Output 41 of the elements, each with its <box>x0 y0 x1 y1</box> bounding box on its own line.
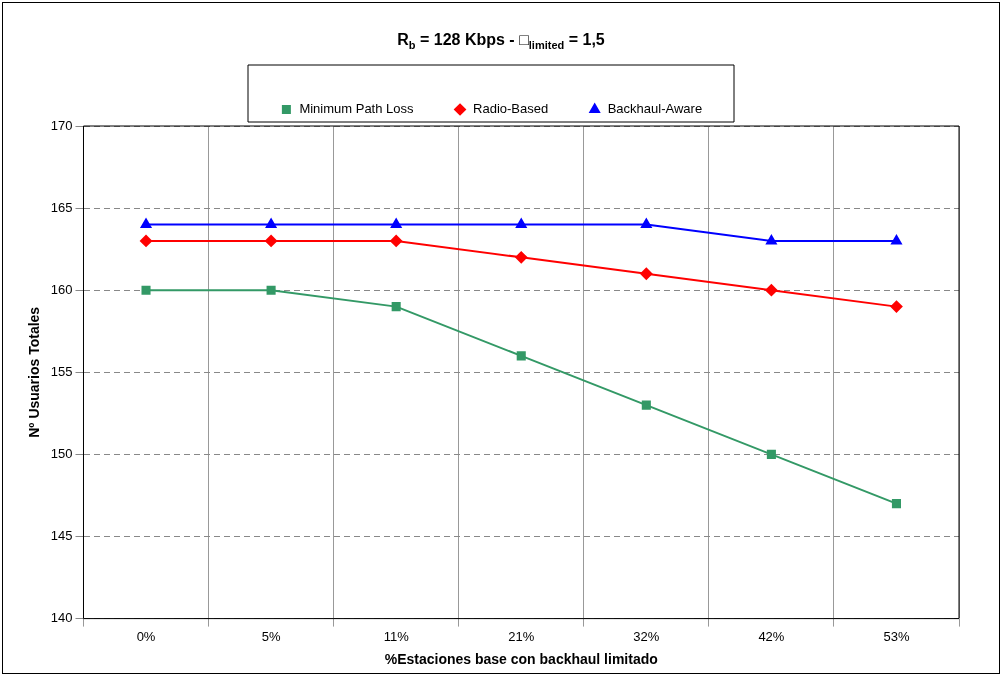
x-tick-label: 11% <box>383 628 410 644</box>
x-tick-label: 32% <box>633 628 660 644</box>
point <box>515 251 528 264</box>
point <box>891 234 902 245</box>
y-tick-label: 160 <box>50 281 73 297</box>
point <box>515 218 527 229</box>
point <box>891 499 901 509</box>
legend-label: Minimum Path Loss <box>299 101 415 117</box>
point <box>641 400 651 410</box>
point <box>141 285 151 295</box>
point <box>140 234 153 247</box>
point <box>390 234 403 247</box>
point <box>390 218 402 229</box>
x-tick-label: 0% <box>136 628 156 644</box>
y-tick-label: 145 <box>50 528 73 544</box>
y-tick-label: 150 <box>50 445 73 461</box>
point <box>265 234 278 247</box>
x-tick-label: 53% <box>883 628 910 644</box>
point <box>265 218 277 229</box>
legend-label: Radio-Based <box>473 101 549 117</box>
point <box>640 218 652 229</box>
x-tick-label: 42% <box>758 628 785 644</box>
point <box>391 302 401 312</box>
x-tick-label: 5% <box>261 628 281 644</box>
y-axis-title: Nº Usuarios Totales <box>26 306 43 438</box>
x-tick-label: 21% <box>508 628 535 644</box>
point <box>765 284 778 297</box>
y-tick-label: 140 <box>50 610 73 626</box>
point <box>640 267 653 280</box>
x-axis-title: %Estaciones base con backhaul limitado <box>384 651 658 668</box>
chart-title: R$_{b}$ = 128 Kbps - □$_{limited}$ = 1,5 <box>396 31 606 52</box>
y-tick-label: 155 <box>50 363 73 379</box>
y-tick-label: 170 <box>50 117 73 133</box>
point <box>266 285 276 295</box>
point <box>890 300 903 313</box>
legend-label: Backhaul-Aware <box>607 101 703 117</box>
point <box>766 234 777 245</box>
point <box>766 449 776 459</box>
y-tick-label: 165 <box>50 199 73 215</box>
point <box>516 351 526 361</box>
point <box>140 218 152 229</box>
